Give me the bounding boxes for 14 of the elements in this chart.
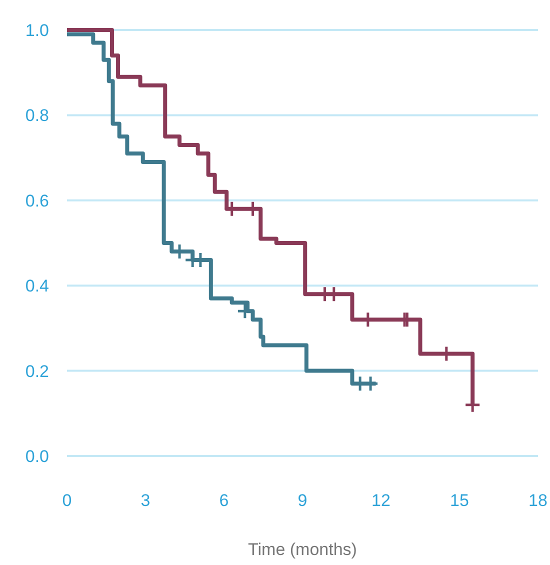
x-tick-label: 12 (372, 491, 390, 510)
y-tick-label: 0.2 (25, 362, 49, 381)
x-tick-label: 0 (62, 491, 72, 510)
y-tick-label: 0.4 (25, 276, 49, 296)
x-tick-label: 15 (450, 491, 469, 510)
y-tick-label: 0.8 (25, 106, 49, 126)
y-tick-label: 0.0 (25, 446, 49, 466)
x-tick-label: 18 (528, 491, 548, 510)
y-tick-label: 1.0 (25, 20, 49, 40)
y-tick-label: 0.6 (25, 191, 49, 210)
x-tick-label: 9 (298, 491, 308, 510)
x-axis-title: Time (months) (248, 540, 357, 559)
x-tick-label: 6 (219, 491, 229, 510)
x-tick-label: 3 (140, 491, 150, 510)
